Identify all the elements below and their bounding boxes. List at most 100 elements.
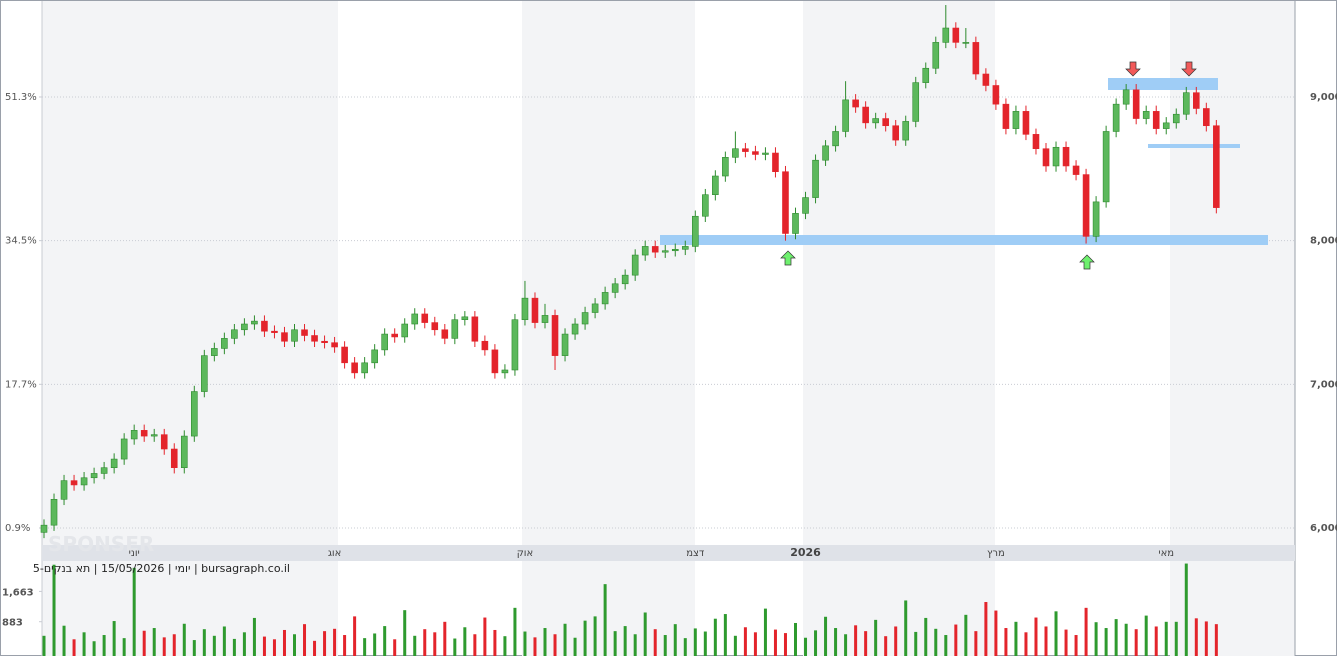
candle-body — [742, 148, 749, 152]
candle-body — [40, 524, 48, 533]
candle-body — [681, 246, 689, 250]
candle-body — [912, 82, 920, 122]
volume-bar — [333, 628, 337, 656]
volume-bar — [994, 610, 998, 656]
volume-bar — [794, 622, 797, 656]
volume-bar — [613, 631, 617, 656]
neckline — [1148, 144, 1240, 148]
volume-bar — [343, 635, 347, 656]
volume-bar — [583, 620, 587, 656]
volume-bar — [1154, 626, 1158, 656]
candle-body — [170, 448, 178, 468]
candle-body — [722, 157, 729, 177]
volume-bar — [453, 638, 457, 656]
candle-body — [862, 106, 869, 124]
candle-body — [1132, 89, 1140, 119]
candle-body — [932, 42, 940, 69]
candle-body — [431, 322, 439, 331]
volume-bar — [132, 567, 136, 656]
candle-body — [752, 151, 759, 155]
candle-body — [1142, 111, 1150, 119]
volume-bar — [222, 626, 226, 656]
candle-body — [371, 349, 378, 364]
volume-bar — [353, 616, 357, 656]
watermark: SPONSER — [48, 532, 154, 556]
volume-bar — [102, 635, 106, 656]
signal-arrows — [780, 61, 1197, 270]
volume-bar — [964, 614, 968, 656]
candle-body — [441, 329, 449, 339]
volume-bar — [914, 631, 918, 656]
volume-bar — [673, 624, 677, 656]
volume-bar — [643, 612, 647, 656]
volume-bar — [313, 640, 317, 656]
candle-body — [631, 254, 639, 276]
volume-bar — [503, 636, 507, 656]
volume-bar — [834, 628, 838, 656]
volume-bar — [1184, 563, 1188, 656]
sell-arrow — [1181, 61, 1197, 77]
volume-bar — [62, 625, 66, 656]
candle-body — [702, 194, 709, 217]
candle-body — [972, 42, 980, 75]
candle-body — [110, 458, 118, 468]
volume-bar — [1134, 629, 1138, 656]
candle-body — [361, 362, 368, 374]
y2-tick-label: 34.5% — [5, 236, 37, 247]
volume-bar — [262, 636, 266, 656]
volume-bar — [563, 623, 567, 656]
volume-bar — [493, 629, 497, 656]
volume-bar — [954, 624, 958, 656]
candle-body — [180, 435, 188, 468]
x-tick-label: מרץ — [987, 548, 1005, 559]
volume-bar — [633, 634, 637, 656]
volume-bar — [293, 634, 296, 656]
x-tick-label: אוג — [328, 548, 342, 559]
x-tick-label: יוני — [129, 548, 140, 559]
candle-body — [401, 323, 409, 338]
x-tick-label: 2026 — [790, 546, 821, 559]
candle-body — [1182, 92, 1190, 115]
candle-body — [621, 274, 629, 285]
volume-bar — [653, 629, 657, 656]
volume-bar — [1204, 621, 1208, 656]
volume-bar — [1114, 619, 1118, 656]
candle-body — [902, 121, 910, 141]
volume-bar — [623, 626, 627, 656]
candle-body — [641, 246, 649, 256]
volume-bar — [212, 635, 216, 656]
candle-body — [100, 467, 108, 474]
candle-body — [311, 335, 318, 342]
sell-arrow — [1125, 61, 1141, 77]
candle-body — [792, 213, 799, 234]
volume-bar — [693, 628, 697, 656]
volume-bar — [804, 637, 808, 656]
volume-bar — [42, 635, 46, 656]
volume-bar — [82, 632, 86, 656]
candle-body — [691, 215, 699, 247]
candle-body — [1152, 111, 1160, 129]
volume-bar — [663, 635, 667, 656]
candle-body — [271, 330, 278, 333]
candle-body — [140, 430, 148, 437]
candle-body — [1062, 146, 1070, 167]
candle-body — [611, 283, 619, 293]
volume-bar — [884, 636, 888, 656]
candle-body — [481, 340, 489, 351]
volume-bar — [252, 617, 256, 656]
volume-bar — [1214, 624, 1218, 656]
volume-bar — [1094, 622, 1098, 656]
volume-bar — [152, 628, 156, 656]
candle-body — [301, 329, 308, 336]
candle-body — [922, 67, 930, 83]
volume-bar — [172, 634, 176, 656]
candle-body — [571, 323, 579, 335]
volume-bar — [723, 614, 727, 656]
volume-bar — [944, 635, 948, 656]
x-tick-label: מאי — [1158, 548, 1174, 559]
volume-bar — [433, 632, 437, 656]
candle-body — [150, 434, 158, 437]
volume-bar — [603, 584, 607, 656]
candle-body — [251, 320, 258, 325]
